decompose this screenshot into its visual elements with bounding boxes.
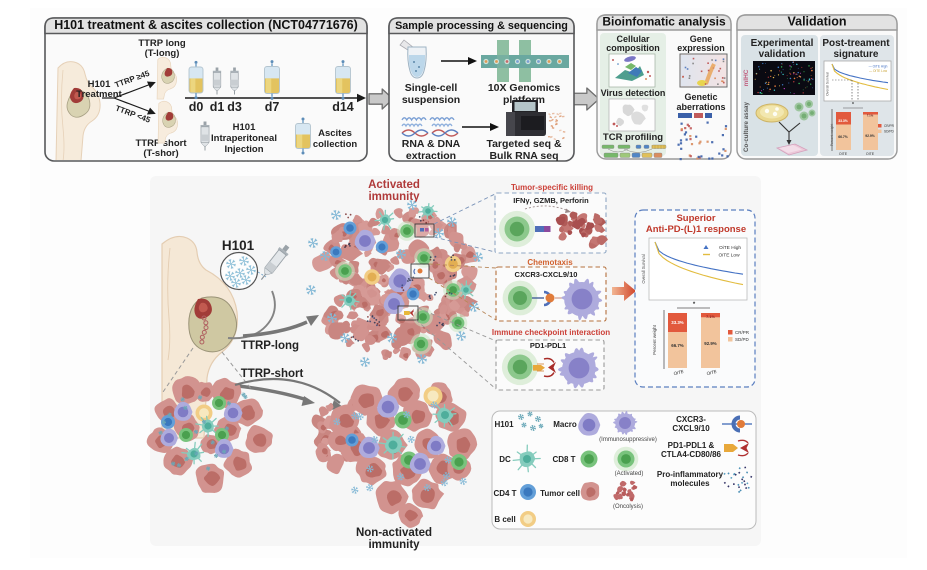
svg-text:CR/PR: CR/PR: [884, 124, 895, 128]
svg-text:33.3%: 33.3%: [838, 119, 848, 123]
svg-text:d0: d0: [189, 100, 204, 114]
svg-text:Sample processing & sequencing: Sample processing & sequencing: [395, 20, 568, 32]
svg-text:Percent weight: Percent weight: [830, 124, 834, 146]
svg-text:Pro-inflammatory: Pro-inflammatory: [657, 470, 724, 479]
svg-text:H101 treatment & ascites colle: H101 treatment & ascites collection (NCT…: [54, 18, 358, 32]
svg-text:Anti-PD-(L)1 response: Anti-PD-(L)1 response: [646, 224, 746, 235]
svg-text:DC: DC: [499, 455, 511, 464]
svg-text:Intraperitoneal: Intraperitoneal: [211, 133, 277, 144]
svg-text:H101: H101: [222, 238, 255, 253]
svg-text:CXCR3-CXCL9/10: CXCR3-CXCL9/10: [515, 270, 578, 279]
svg-text:d14: d14: [332, 100, 354, 114]
svg-text:Validation: Validation: [787, 15, 846, 29]
svg-text:d7: d7: [265, 100, 280, 114]
svg-text:Experimental: Experimental: [751, 38, 814, 49]
svg-text:10X Genomics: 10X Genomics: [488, 82, 561, 94]
svg-text:Immune checkpoint interaction: Immune checkpoint interaction: [492, 328, 610, 337]
svg-text:PD1-PDL1: PD1-PDL1: [530, 341, 566, 350]
svg-text:Ascites: Ascites: [318, 128, 352, 139]
svg-text:Percent weight: Percent weight: [652, 324, 657, 355]
svg-text:Virus detection: Virus detection: [601, 88, 666, 98]
svg-text:OiTE High: OiTE High: [719, 245, 741, 251]
svg-text:expression: expression: [677, 43, 725, 53]
svg-text:H101: H101: [494, 420, 514, 429]
svg-text:aberrations: aberrations: [676, 102, 725, 112]
svg-text:Targeted seq &: Targeted seq &: [486, 138, 561, 150]
svg-text:Single-cell: Single-cell: [405, 82, 458, 94]
svg-text:— OiTE Low: — OiTE Low: [869, 69, 888, 73]
svg-text:SD/PD: SD/PD: [884, 130, 894, 134]
svg-text:(Immunosuppressive): (Immunosuppressive): [599, 437, 657, 443]
svg-text:B cell: B cell: [494, 515, 515, 524]
svg-text:7.1%: 7.1%: [706, 315, 715, 319]
svg-text:Tumor-specific killing: Tumor-specific killing: [511, 183, 593, 192]
svg-text:validation: validation: [759, 49, 806, 60]
svg-text:92.9%: 92.9%: [704, 341, 717, 346]
svg-text:Post-treament: Post-treament: [822, 38, 890, 49]
svg-text:immunity: immunity: [368, 191, 420, 203]
svg-text:66.7%: 66.7%: [838, 135, 848, 139]
svg-text:composition: composition: [606, 43, 660, 53]
svg-text:molecules: molecules: [670, 479, 710, 488]
svg-text:extraction: extraction: [406, 150, 456, 162]
svg-text:TCR profiling: TCR profiling: [603, 132, 663, 143]
svg-text:Non-activated: Non-activated: [356, 527, 432, 539]
svg-text:CD8 T: CD8 T: [552, 455, 575, 464]
svg-text:Superior: Superior: [676, 213, 715, 224]
svg-text:Macro: Macro: [553, 420, 577, 429]
svg-text:d1: d1: [210, 100, 225, 114]
svg-text:Injection: Injection: [224, 144, 263, 155]
svg-text:OiTE: OiTE: [866, 152, 875, 156]
svg-text:Bioinfomatic analysis: Bioinfomatic analysis: [602, 15, 726, 29]
svg-text:suspension: suspension: [402, 94, 460, 106]
svg-text:CTLA4-CD80/86: CTLA4-CD80/86: [661, 450, 722, 459]
svg-text:Bulk RNA seq: Bulk RNA seq: [489, 150, 558, 162]
svg-text:RNA & DNA: RNA & DNA: [402, 138, 461, 150]
svg-text:— OiTE High: — OiTE High: [869, 65, 888, 69]
svg-text:CXCL9/10: CXCL9/10: [672, 424, 710, 433]
svg-text:TTRP-long: TTRP-long: [241, 340, 299, 352]
svg-text:7.1%: 7.1%: [867, 114, 874, 118]
svg-text:CR/PR: CR/PR: [735, 330, 750, 335]
svg-text:PD1-PDL1 &: PD1-PDL1 &: [668, 441, 715, 450]
svg-text:Genetic: Genetic: [684, 92, 717, 102]
svg-text:(Activated): (Activated): [615, 471, 644, 477]
svg-text:(Oncolysis): (Oncolysis): [613, 504, 643, 510]
svg-text:*: *: [852, 102, 854, 108]
svg-text:OiTE: OiTE: [839, 152, 848, 156]
svg-text:CD4 T: CD4 T: [493, 489, 516, 498]
svg-text:Overall Survival: Overall Survival: [641, 254, 646, 283]
svg-text:Co-culture assay: Co-culture assay: [743, 102, 750, 152]
svg-text:d3: d3: [227, 100, 242, 114]
svg-text:Chemotaxis: Chemotaxis: [527, 258, 573, 267]
svg-text:SD/PD: SD/PD: [735, 337, 750, 342]
svg-text:66.7%: 66.7%: [671, 343, 684, 348]
svg-text:Activated: Activated: [368, 179, 420, 191]
svg-text:collection: collection: [313, 139, 358, 150]
svg-text:immunity: immunity: [368, 539, 420, 551]
svg-text:Tumor cell: Tumor cell: [540, 489, 580, 498]
svg-text:92.9%: 92.9%: [865, 134, 875, 138]
svg-text:(T-shor): (T-shor): [143, 148, 178, 159]
svg-text:mIHC: mIHC: [743, 69, 750, 86]
svg-text:IFNγ, GZMB, Perforin: IFNγ, GZMB, Perforin: [513, 196, 589, 205]
svg-text:signature: signature: [833, 49, 878, 60]
svg-text:H101: H101: [233, 122, 256, 133]
svg-text:OiTE Low: OiTE Low: [718, 253, 740, 259]
svg-text:33.3%: 33.3%: [671, 320, 684, 325]
svg-text:Overall Survival: Overall Survival: [826, 72, 830, 96]
svg-text:CXCR3-: CXCR3-: [676, 415, 706, 424]
